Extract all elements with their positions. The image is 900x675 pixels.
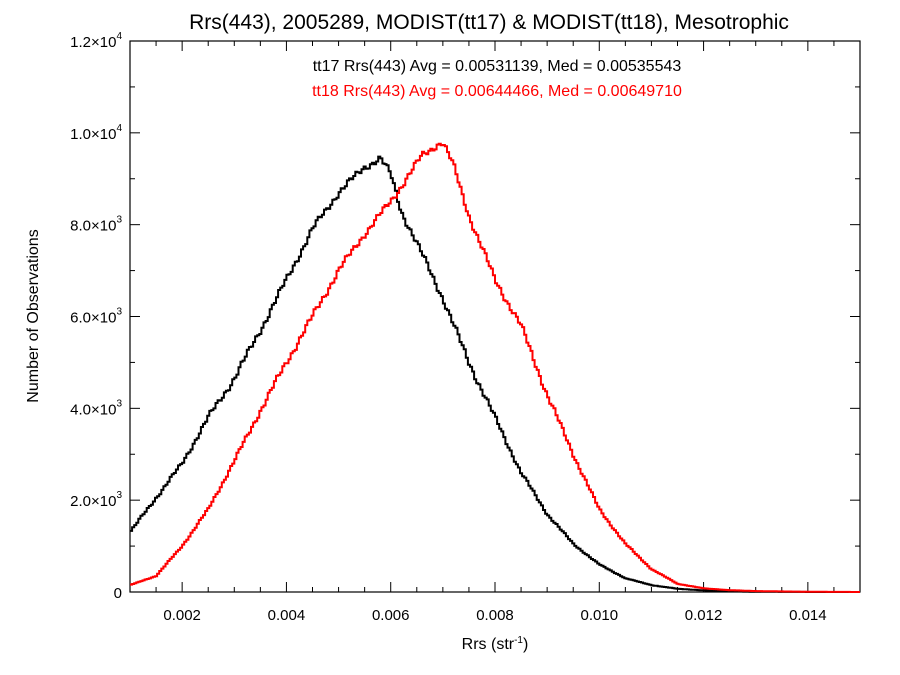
x-tick-label: 0.002 (163, 607, 201, 624)
annotation-tt18: tt18 Rrs(443) Avg = 0.00644466, Med = 0.… (312, 83, 682, 100)
y-tick-label: 0 (114, 585, 122, 602)
y-tick-label: 1.2×104 (70, 31, 122, 51)
y-tick-label: 4.0×103 (70, 398, 122, 418)
x-tick-label: 0.012 (685, 607, 723, 624)
x-axis-label: Rrs (str-1) (462, 635, 529, 653)
y-axis-label: Number of Observations (25, 229, 42, 402)
y-tick-label: 2.0×103 (70, 490, 122, 510)
y-tick-label: 1.0×104 (70, 123, 122, 143)
y-axis-ticks: 0 2.0×103 4.0×103 6.0×103 8.0×103 1.0×104 1.2×… (70, 31, 860, 602)
x-tick-label: 0.014 (789, 607, 827, 624)
series-layer (130, 142, 860, 593)
y-tick-label: 6.0×103 (70, 307, 122, 327)
x-axis-ticks: 0.002 0.004 0.006 0.008 0.010 0.012 0.014 (129, 41, 861, 624)
annotation-tt17: tt17 Rrs(443) Avg = 0.00531139, Med = 0.… (313, 58, 682, 75)
chart-title: Rrs(443), 2005289, MODIST(tt17) & MODIST… (189, 11, 789, 34)
x-tick-label: 0.010 (581, 607, 619, 624)
x-tick-label: 0.006 (372, 607, 410, 624)
x-tick-label: 0.004 (268, 607, 306, 624)
x-tick-label: 0.008 (476, 607, 514, 624)
plot-frame (129, 40, 861, 593)
series-tt17-histogram (130, 155, 860, 593)
series-tt18-histogram (130, 142, 860, 593)
y-tick-label: 8.0×103 (70, 215, 122, 235)
